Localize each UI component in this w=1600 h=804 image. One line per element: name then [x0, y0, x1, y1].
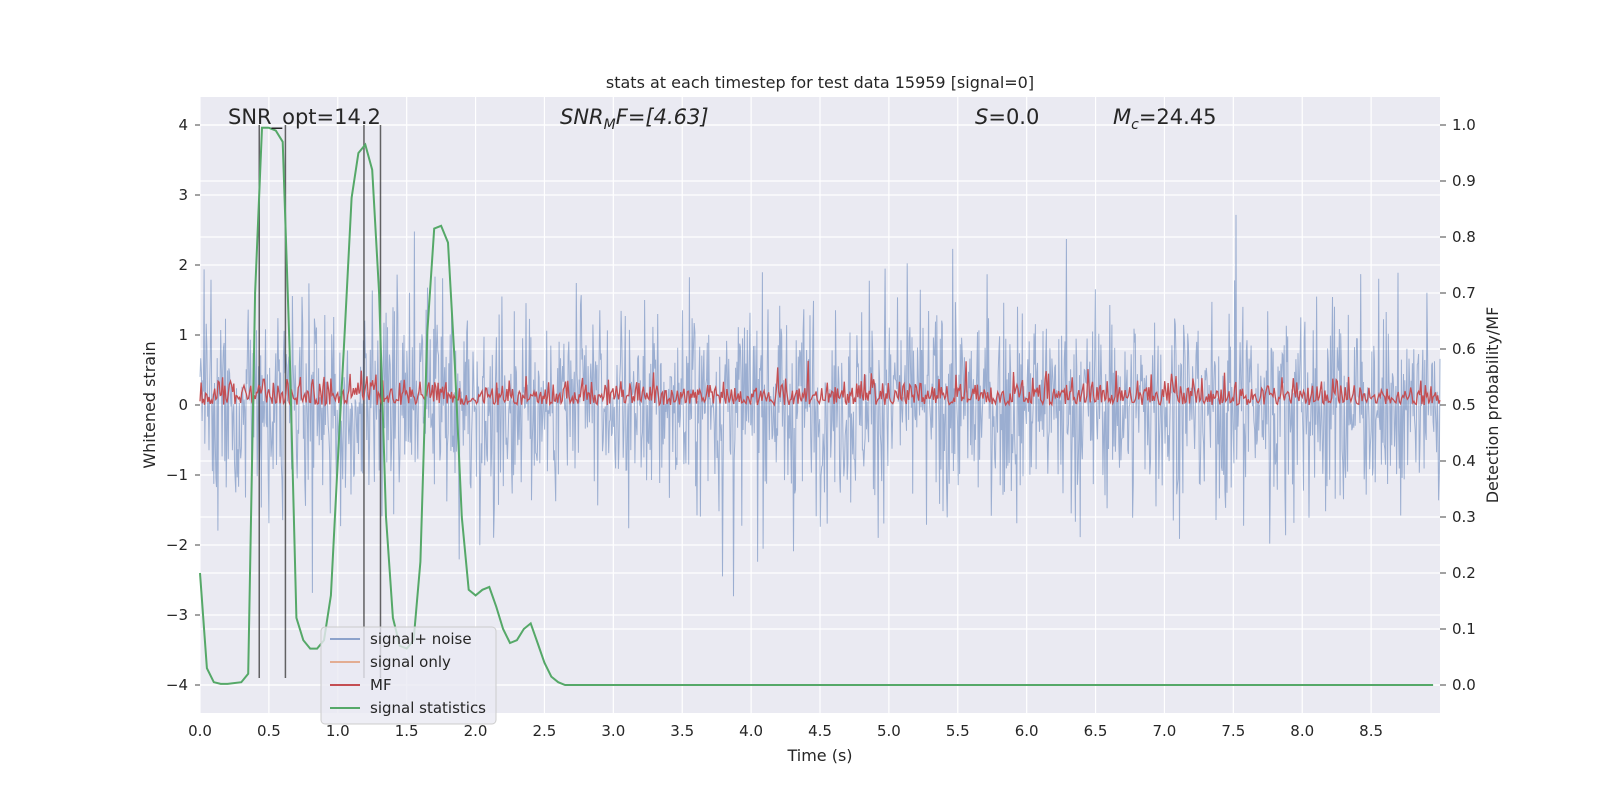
x-tick-label: 8.0	[1290, 722, 1314, 740]
s-label: S	[975, 105, 988, 129]
y-tick-label-right: 0.2	[1452, 564, 1476, 582]
x-tick-label: 6.5	[1084, 722, 1108, 740]
x-tick-label: 3.5	[670, 722, 694, 740]
signal-noise-line	[199, 214, 1441, 597]
signal-noise-series	[199, 214, 1441, 597]
legend-label-signal-only: signal only	[370, 653, 451, 671]
annotation-mc: Mc=24.45	[1113, 105, 1217, 133]
chart-title: stats at each timestep for test data 159…	[606, 73, 1034, 92]
y-tick-label-right: 0.9	[1452, 172, 1476, 190]
x-tick-label: 4.5	[808, 722, 832, 740]
grid-layer	[199, 97, 1440, 713]
x-tick-label: 6.0	[1015, 722, 1039, 740]
mf-series	[199, 360, 1441, 408]
mc-label: M	[1113, 105, 1131, 129]
y-tick-label-left: 4	[178, 116, 188, 134]
snr-mf-suffix: F=[4.63]	[616, 105, 709, 129]
y-tick-label-left: 1	[178, 326, 188, 344]
y-tick-label-right: 0.1	[1452, 620, 1476, 638]
annotation-s: S=0.0	[975, 105, 1039, 129]
y-tick-label-right: 1.0	[1452, 116, 1476, 134]
y-tick-label-right: 0.4	[1452, 452, 1476, 470]
x-axis-title: Time (s)	[786, 746, 852, 765]
x-tick-label: 1.0	[326, 722, 350, 740]
legend: signal+ noise signal only MF signal stat…	[320, 626, 497, 725]
y-tick-label-right: 0.7	[1452, 284, 1476, 302]
x-tick-label: 3.0	[601, 722, 625, 740]
y-tick-label-left: 2	[178, 256, 188, 274]
snr-mf-prefix: SNR	[560, 105, 604, 129]
x-tick-label: 7.0	[1153, 722, 1177, 740]
y-tick-label-left: 0	[178, 396, 188, 414]
y-tick-label-right: 0.0	[1452, 676, 1476, 694]
snr-mf-sub: M	[604, 117, 616, 133]
legend-label-signal-statistics: signal statistics	[370, 699, 486, 717]
y-tick-label-left: 3	[178, 186, 188, 204]
y-tick-label-right: 0.5	[1452, 396, 1476, 414]
s-value: =0.0	[988, 105, 1039, 129]
x-tick-label: 7.5	[1221, 722, 1245, 740]
y-tick-label-right: 0.8	[1452, 228, 1476, 246]
x-tick-label: 5.5	[946, 722, 970, 740]
y-tick-label-right: 0.6	[1452, 340, 1476, 358]
x-tick-label: 1.5	[395, 722, 419, 740]
y-tick-label-left: −4	[166, 676, 188, 694]
legend-label-mf: MF	[370, 676, 392, 694]
legend-label-signal-noise: signal+ noise	[370, 630, 472, 648]
annotation-snr-mf: SNRMF=[4.63]	[560, 105, 709, 133]
axis-layer: 0.0 0.5 1.0 1.5 2.0 2.5 3.0 3.5 4.0 4.5 5.0 5.5 6.0 6…	[166, 116, 1476, 740]
signal-statistics-series	[199, 126, 1434, 686]
x-tick-label: 5.0	[877, 722, 901, 740]
mc-sub: c	[1131, 117, 1139, 133]
x-tick-label: 0.0	[188, 722, 212, 740]
y-axis-title-right: Detection probability/MF	[1483, 307, 1502, 504]
y-tick-label-left: −2	[166, 536, 188, 554]
signal-statistics-line	[199, 126, 1434, 686]
x-tick-label: 2.0	[464, 722, 488, 740]
y-tick-label-right: 0.3	[1452, 508, 1476, 526]
mf-line	[199, 360, 1441, 408]
x-tick-label: 2.5	[533, 722, 557, 740]
annotation-snr-opt: SNR_opt=14.2	[228, 105, 381, 130]
x-tick-label: 0.5	[257, 722, 281, 740]
x-tick-label: 4.0	[739, 722, 763, 740]
y-tick-label-left: −1	[166, 466, 188, 484]
y-tick-label-left: −3	[166, 606, 188, 624]
y-axis-title-left: Whitened strain	[140, 341, 159, 468]
x-tick-label: 8.5	[1359, 722, 1383, 740]
mc-value: =24.45	[1139, 105, 1217, 129]
legend-box	[320, 626, 497, 725]
